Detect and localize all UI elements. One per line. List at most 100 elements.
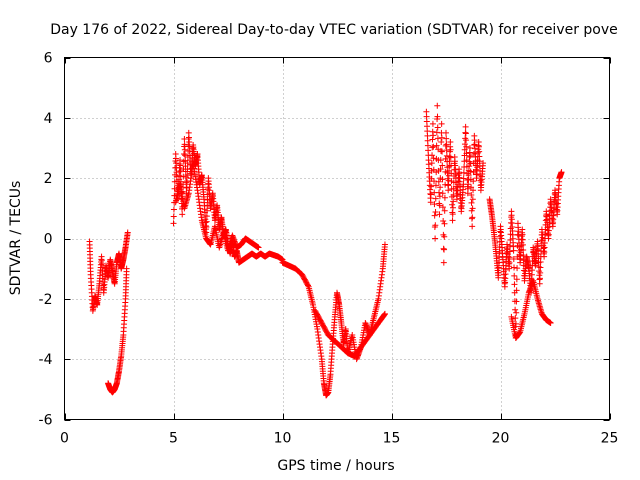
data-point [469, 196, 476, 203]
data-point [496, 254, 503, 261]
data-point [447, 154, 454, 161]
data-point [430, 132, 437, 139]
data-point [203, 213, 210, 220]
data-point [510, 247, 517, 254]
axis-ticks [64, 57, 611, 421]
data-point [431, 178, 438, 185]
data-point [171, 185, 178, 192]
data-point [447, 138, 454, 145]
data-point [436, 202, 443, 209]
data-points [86, 102, 565, 399]
data-point [463, 150, 470, 157]
data-point [204, 207, 211, 214]
data-point [428, 183, 435, 190]
data-point [511, 281, 518, 288]
data-point [507, 242, 514, 249]
data-point [510, 256, 517, 263]
data-point [511, 264, 518, 271]
data-point [432, 182, 439, 189]
data-point [441, 207, 448, 214]
data-point [506, 254, 513, 261]
data-point [430, 155, 437, 162]
data-point [183, 179, 190, 186]
data-point [467, 160, 474, 167]
y-tick-label: -4 [39, 352, 53, 368]
data-point [177, 167, 184, 174]
data-point [123, 265, 130, 272]
data-point [449, 211, 456, 218]
data-point [519, 241, 526, 248]
x-tick-label: 25 [601, 431, 619, 447]
data-point [440, 218, 447, 225]
data-point [467, 152, 474, 159]
data-point [438, 134, 445, 141]
series-arc-8 [486, 169, 565, 339]
data-point [495, 274, 502, 281]
data-point [470, 151, 477, 158]
data-point [547, 319, 554, 326]
data-point [170, 206, 177, 213]
x-tick-label: 15 [383, 431, 401, 447]
data-point [427, 191, 434, 198]
data-point [519, 236, 526, 243]
data-point [519, 226, 526, 233]
data-point [520, 252, 527, 259]
data-point [469, 214, 476, 221]
data-point [469, 205, 476, 212]
data-point [432, 208, 439, 215]
data-point [468, 184, 475, 191]
y-tick-label: 4 [44, 111, 53, 127]
data-point [170, 213, 177, 220]
data-point [177, 162, 184, 169]
y-tick-label: 6 [44, 51, 53, 67]
data-point [450, 198, 457, 205]
series-arc-1 [86, 229, 131, 314]
data-point [427, 199, 434, 206]
data-point [480, 160, 487, 167]
data-point [460, 175, 467, 182]
data-point [181, 141, 188, 148]
data-point [429, 144, 436, 151]
data-point [439, 148, 446, 155]
data-point [506, 259, 513, 266]
series-arc-5 [279, 241, 388, 399]
data-point [435, 178, 442, 185]
data-point [466, 145, 473, 151]
data-point [429, 152, 436, 159]
data-point [536, 280, 543, 287]
data-point [536, 275, 543, 282]
data-point [431, 201, 438, 208]
data-point [462, 123, 469, 130]
data-point [432, 222, 439, 229]
data-point [470, 187, 477, 194]
data-point [558, 169, 565, 176]
data-point [437, 148, 444, 155]
y-tick-label: 2 [44, 171, 53, 187]
data-point [124, 229, 131, 236]
data-point [470, 178, 477, 185]
data-point [434, 124, 441, 131]
data-point [434, 113, 441, 120]
data-point [506, 248, 513, 255]
data-point [443, 141, 450, 148]
data-point [449, 217, 456, 224]
data-point [439, 162, 446, 169]
data-point [438, 138, 445, 145]
data-point [441, 246, 448, 253]
data-point [447, 146, 454, 153]
data-point [437, 157, 444, 164]
x-tick-label: 10 [274, 431, 292, 447]
data-point [449, 201, 456, 208]
data-point [513, 276, 520, 283]
data-point [203, 218, 210, 225]
x-tick-label: 0 [60, 431, 69, 447]
data-point [513, 287, 520, 294]
data-point [460, 169, 467, 176]
data-point [512, 306, 519, 313]
data-point [434, 102, 441, 109]
x-axis-label: GPS time / hours [277, 458, 394, 474]
series-arc-4 [172, 160, 262, 254]
data-point [467, 168, 474, 175]
data-point [428, 160, 435, 167]
